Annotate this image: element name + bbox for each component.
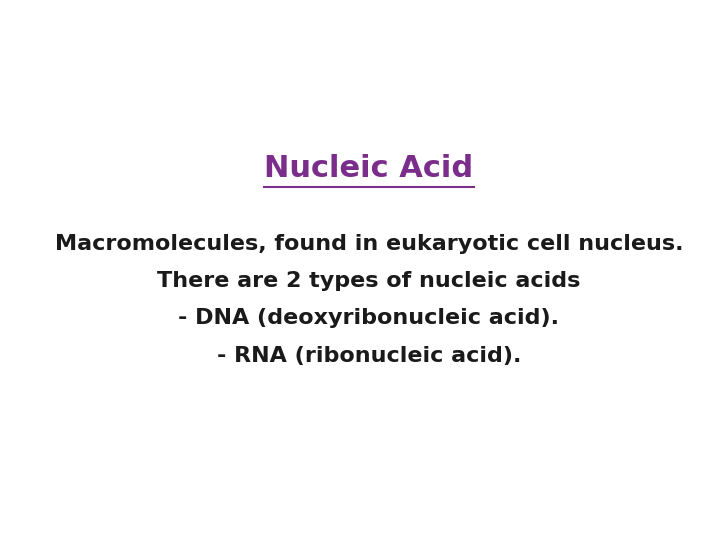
Text: Macromolecules, found in eukaryotic cell nucleus.: Macromolecules, found in eukaryotic cell…	[55, 234, 683, 254]
Text: - RNA (ribonucleic acid).: - RNA (ribonucleic acid).	[217, 346, 521, 366]
Text: There are 2 types of nucleic acids: There are 2 types of nucleic acids	[157, 271, 581, 291]
Text: - DNA (deoxyribonucleic acid).: - DNA (deoxyribonucleic acid).	[179, 308, 559, 328]
Text: Nucleic Acid: Nucleic Acid	[264, 154, 474, 183]
